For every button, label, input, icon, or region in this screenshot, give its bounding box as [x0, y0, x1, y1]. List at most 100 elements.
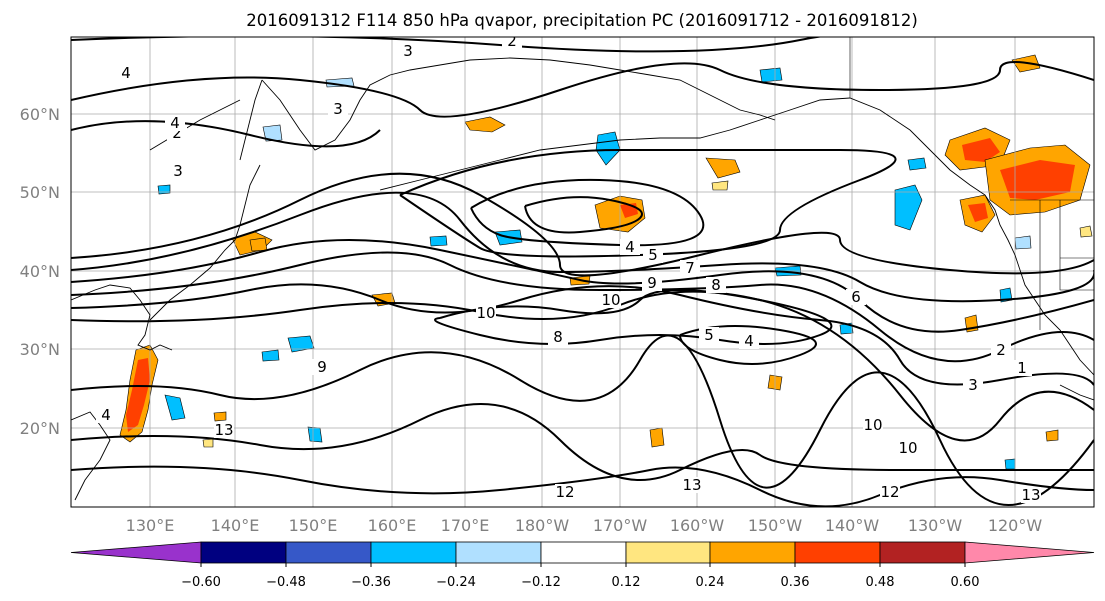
colorbar-tick-label: −0.60 — [181, 575, 221, 590]
contour-label: 5 — [704, 326, 714, 344]
contour-label: 12 — [555, 483, 574, 501]
colorbar-tick-label: −0.12 — [521, 575, 561, 590]
coastline-japan — [149, 164, 261, 321]
contour-label-bg — [739, 333, 759, 349]
contour-label: 10 — [476, 304, 495, 322]
coastline-okhotsk — [149, 99, 241, 151]
lon-label: 170°E — [441, 516, 490, 535]
colorbar-swatch — [455, 541, 542, 564]
contour-label: 6 — [851, 288, 861, 306]
contour-label-bg — [312, 359, 332, 375]
contour-3-north — [71, 61, 1094, 118]
contour-label-bg — [328, 101, 348, 117]
contour-label-bg — [116, 65, 136, 81]
contour-13-south — [71, 403, 1094, 481]
lon-label: 180°W — [515, 516, 570, 535]
contour-label: 3 — [968, 376, 978, 394]
colorbar-tick-label: 0.24 — [696, 575, 725, 590]
shade-blue-kurils — [261, 349, 280, 362]
contour-label: 7 — [685, 259, 695, 277]
colorbar-swatch — [794, 541, 881, 564]
shade-halo-2 — [711, 180, 729, 191]
contour-label: 2 — [996, 341, 1006, 359]
shade-gulf-alaska-core — [962, 138, 1000, 162]
contour-12-south — [71, 465, 1094, 507]
contour-label-bg — [863, 417, 883, 433]
contour-11-south — [71, 334, 1094, 506]
contour-label: 9 — [317, 358, 327, 376]
shade-blue-2 — [907, 157, 927, 171]
coastline-alaska-west — [619, 69, 776, 121]
contour-label-bg — [991, 342, 1011, 358]
contour-label: 4 — [744, 332, 754, 350]
contour-label-bg — [643, 247, 663, 263]
contour-label: 4 — [170, 114, 180, 132]
colorbar-tick-label: −0.48 — [266, 575, 306, 590]
contour-label-bg — [214, 422, 234, 438]
lat-label: 60°N — [20, 105, 60, 124]
contour-label: 13 — [682, 476, 701, 494]
contour-label-bg — [706, 277, 726, 293]
latitude-labels: 60°N 50°N 40°N 30°N 20°N — [20, 105, 60, 438]
contour-3-ring — [470, 178, 705, 247]
contour-label: 12 — [880, 483, 899, 501]
lat-label: 20°N — [20, 419, 60, 438]
colorbar-swatch — [625, 541, 711, 564]
colorbar-tick-label: 0.60 — [951, 575, 980, 590]
shade-philippine-sea-core — [126, 358, 150, 432]
shade-blue-30n — [287, 335, 315, 353]
coastline-alaska-south — [759, 97, 986, 196]
contour-label: 8 — [553, 328, 563, 346]
colorbar-tick-label: −0.24 — [436, 575, 476, 590]
shade-blue-w — [429, 235, 448, 247]
contour-label: 10 — [863, 416, 882, 434]
colorbar-swatch — [964, 541, 1095, 564]
contour-label-bg — [880, 484, 900, 500]
lon-label: 130°W — [908, 516, 963, 535]
lat-label: 40°N — [20, 262, 60, 281]
lon-label: 160°W — [670, 516, 725, 535]
lon-label: 130°E — [126, 516, 175, 535]
contour-label: 10 — [898, 439, 917, 457]
contour-label: 2 — [507, 32, 517, 50]
contour-10-band — [71, 290, 1094, 442]
colorbar-swatches — [70, 541, 1095, 564]
shade-lightblue-3 — [1014, 235, 1032, 250]
contour-label: 13 — [1021, 486, 1040, 504]
shade-blue-alaska-1 — [595, 131, 621, 166]
coastline-aleutians — [379, 119, 761, 191]
contour-label-bg — [502, 37, 522, 49]
colorbar-swatch — [285, 541, 372, 564]
contour-label: 4 — [101, 406, 111, 424]
colorbar-swatch — [370, 541, 457, 564]
contour-label: 3 — [403, 42, 413, 60]
contour-label-bg — [699, 327, 719, 343]
colorbar-swatch — [879, 541, 966, 564]
contour-label-bg — [601, 292, 621, 308]
border-states-2 — [1059, 200, 1094, 291]
contour-label-bg — [680, 260, 700, 276]
contour-5-band — [71, 172, 1094, 277]
contour-label-bg — [1021, 487, 1041, 503]
map-frame — [70, 36, 1095, 508]
contour-label: 3 — [173, 162, 183, 180]
lon-label: 140°E — [211, 516, 260, 535]
contour-label: 2 — [172, 124, 182, 142]
colorbar-tick-labels: −0.60 −0.48 −0.36 −0.24 −0.12 0.12 0.24 0.36 0.4… — [181, 563, 979, 590]
contour-label: 4 — [625, 238, 635, 256]
contour-label-bg — [682, 477, 702, 493]
contour-4-ring — [399, 148, 897, 258]
shade-tropics — [213, 411, 227, 422]
contour-label: 4 — [121, 64, 131, 82]
shade-blue-nw — [157, 184, 171, 195]
coastline-mexico — [1059, 384, 1094, 401]
contour-label: 10 — [601, 291, 620, 309]
contour-label-bg — [165, 115, 185, 131]
contour-label: 9 — [647, 274, 657, 292]
contour-label-bg — [548, 329, 568, 345]
coastline-korea-china — [71, 411, 111, 501]
contour-label-bg — [1012, 360, 1032, 376]
coastline-kamchatka — [261, 57, 621, 151]
lat-label: 30°N — [20, 340, 60, 359]
